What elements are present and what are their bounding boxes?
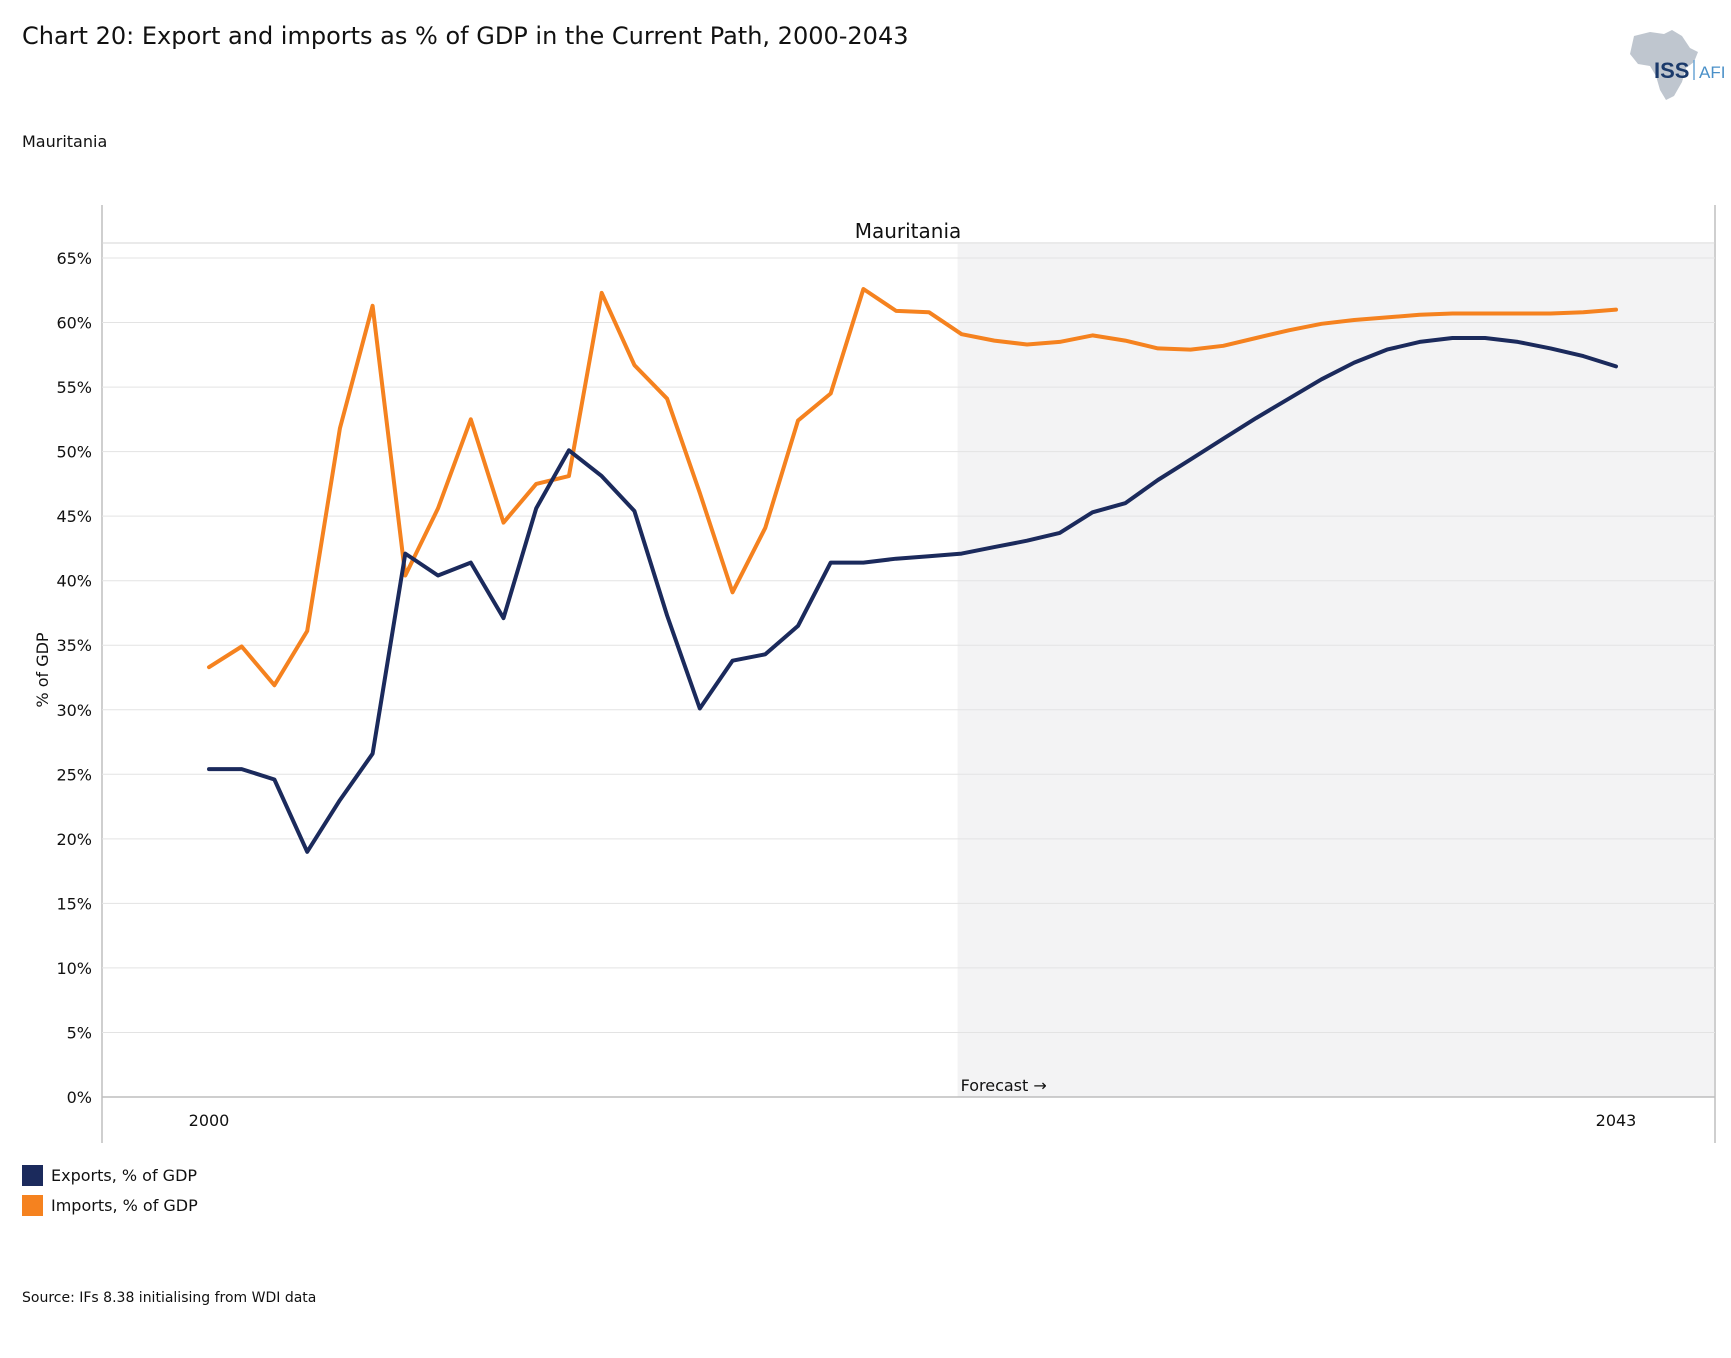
gridlines <box>102 257 1715 1033</box>
legend: Exports, % of GDP Imports, % of GDP <box>22 1160 198 1220</box>
y-tick-label: 45% <box>56 507 92 526</box>
panel-title: Mauritania <box>855 219 962 243</box>
forecast-shaded-region <box>957 244 1714 1097</box>
logo-afi-text: AFI <box>1699 63 1725 82</box>
y-tick-label: 15% <box>56 894 92 913</box>
series-lines <box>207 287 1618 854</box>
y-axis-tick-labels: 0% 5% 10% 15% 20% 25% 30% 35% 40% 45% 50% 55% 60% 65% <box>56 249 92 1107</box>
y-tick-label: 0% <box>67 1088 92 1107</box>
legend-label-exports: Exports, % of GDP <box>51 1165 198 1185</box>
forecast-label: Forecast → <box>961 1076 1047 1095</box>
logo-iss-text: ISS <box>1654 58 1689 83</box>
y-tick-label: 30% <box>56 701 92 720</box>
legend-swatch-exports <box>22 1164 43 1186</box>
y-tick-label: 65% <box>56 249 92 268</box>
y-tick-label: 25% <box>56 765 92 784</box>
y-axis-label: % of GDP <box>33 632 52 708</box>
legend-item-imports[interactable]: Imports, % of GDP <box>22 1190 198 1220</box>
y-tick-label: 20% <box>56 830 92 849</box>
y-tick-label: 60% <box>56 314 92 333</box>
series-line-exports <box>207 336 1618 854</box>
y-tick-label: 40% <box>56 572 92 591</box>
y-tick-label: 5% <box>67 1023 92 1042</box>
series-line-imports <box>207 287 1618 688</box>
legend-swatch-imports <box>22 1194 43 1216</box>
legend-item-exports[interactable]: Exports, % of GDP <box>22 1160 198 1190</box>
y-tick-label: 55% <box>56 378 92 397</box>
y-tick-label: 50% <box>56 443 92 462</box>
africa-map-icon <box>1630 30 1698 100</box>
x-tick-label: 2000 <box>189 1111 230 1130</box>
chart-subtitle: Mauritania <box>22 132 108 151</box>
x-axis-tick-labels: 2000 2043 <box>189 1111 1637 1130</box>
chart-title: Chart 20: Export and imports as % of GDP… <box>22 22 909 50</box>
x-tick-label: 2043 <box>1596 1111 1637 1130</box>
source-note: Source: IFs 8.38 initialising from WDI d… <box>22 1290 317 1306</box>
legend-label-imports: Imports, % of GDP <box>51 1195 198 1215</box>
y-tick-label: 35% <box>56 636 92 655</box>
y-tick-label: 10% <box>56 959 92 978</box>
iss-afi-logo: ISS AFI <box>1630 30 1725 100</box>
